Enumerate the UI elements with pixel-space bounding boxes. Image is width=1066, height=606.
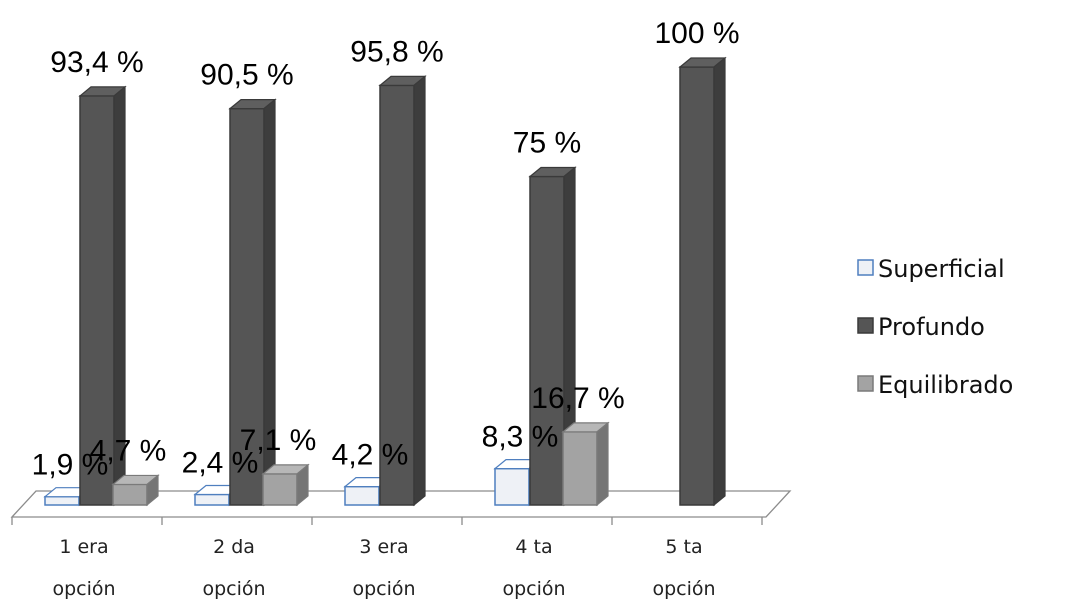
data-label: 7,1 % bbox=[240, 424, 317, 457]
chart-category-labels: 1 era opción 2 da opción 3 era opción 4 ta opci… bbox=[52, 536, 715, 600]
legend-swatch-superficial bbox=[857, 259, 874, 276]
legend-swatch-profundo bbox=[857, 317, 874, 334]
category-label: opción bbox=[52, 578, 115, 600]
bar-profundo-2 bbox=[228, 98, 277, 507]
bar-equilibrado-1 bbox=[111, 474, 160, 507]
bar-profundo-5 bbox=[678, 56, 727, 507]
data-label: 95,8 % bbox=[350, 35, 443, 68]
legend-label-superficial: Superficial bbox=[878, 255, 1005, 283]
data-label: 1,9 % bbox=[32, 449, 109, 482]
chart-bars bbox=[43, 56, 727, 507]
bar-profundo-4 bbox=[528, 166, 577, 507]
data-label: 100 % bbox=[654, 17, 739, 50]
category-label: 2 da bbox=[213, 536, 255, 558]
data-label: 4,2 % bbox=[332, 439, 409, 472]
data-label: 4,7 % bbox=[90, 434, 167, 467]
legend-label-profundo: Profundo bbox=[878, 313, 985, 341]
category-label: 1 era bbox=[59, 536, 108, 558]
bar-profundo-3 bbox=[378, 75, 427, 507]
data-label: 93,4 % bbox=[50, 46, 143, 79]
data-label: 90,5 % bbox=[200, 59, 293, 92]
legend-swatch-equilibrado bbox=[857, 375, 874, 392]
category-label: 3 era bbox=[359, 536, 408, 558]
data-label: 75 % bbox=[513, 127, 581, 160]
bar-equilibrado-4 bbox=[561, 421, 610, 507]
category-label: opción bbox=[652, 578, 715, 600]
bar-profundo-1 bbox=[78, 85, 127, 507]
chart-data-labels: 1,9 % 2,4 % 4,2 % 8,3 % 93,4 % 90,5 % 95,8 % 75… bbox=[32, 17, 740, 482]
category-label: 5 ta bbox=[665, 536, 702, 558]
data-label: 8,3 % bbox=[482, 421, 559, 454]
legend-label-equilibrado: Equilibrado bbox=[878, 371, 1013, 399]
chart-legend: Superficial Profundo Equilibrado bbox=[857, 255, 1013, 399]
data-label: 16,7 % bbox=[531, 382, 624, 415]
category-label: opción bbox=[352, 578, 415, 600]
category-label: opción bbox=[502, 578, 565, 600]
category-label: 4 ta bbox=[515, 536, 552, 558]
category-label: opción bbox=[202, 578, 265, 600]
data-label: 2,4 % bbox=[182, 446, 259, 479]
bar-equilibrado-2 bbox=[261, 463, 310, 507]
